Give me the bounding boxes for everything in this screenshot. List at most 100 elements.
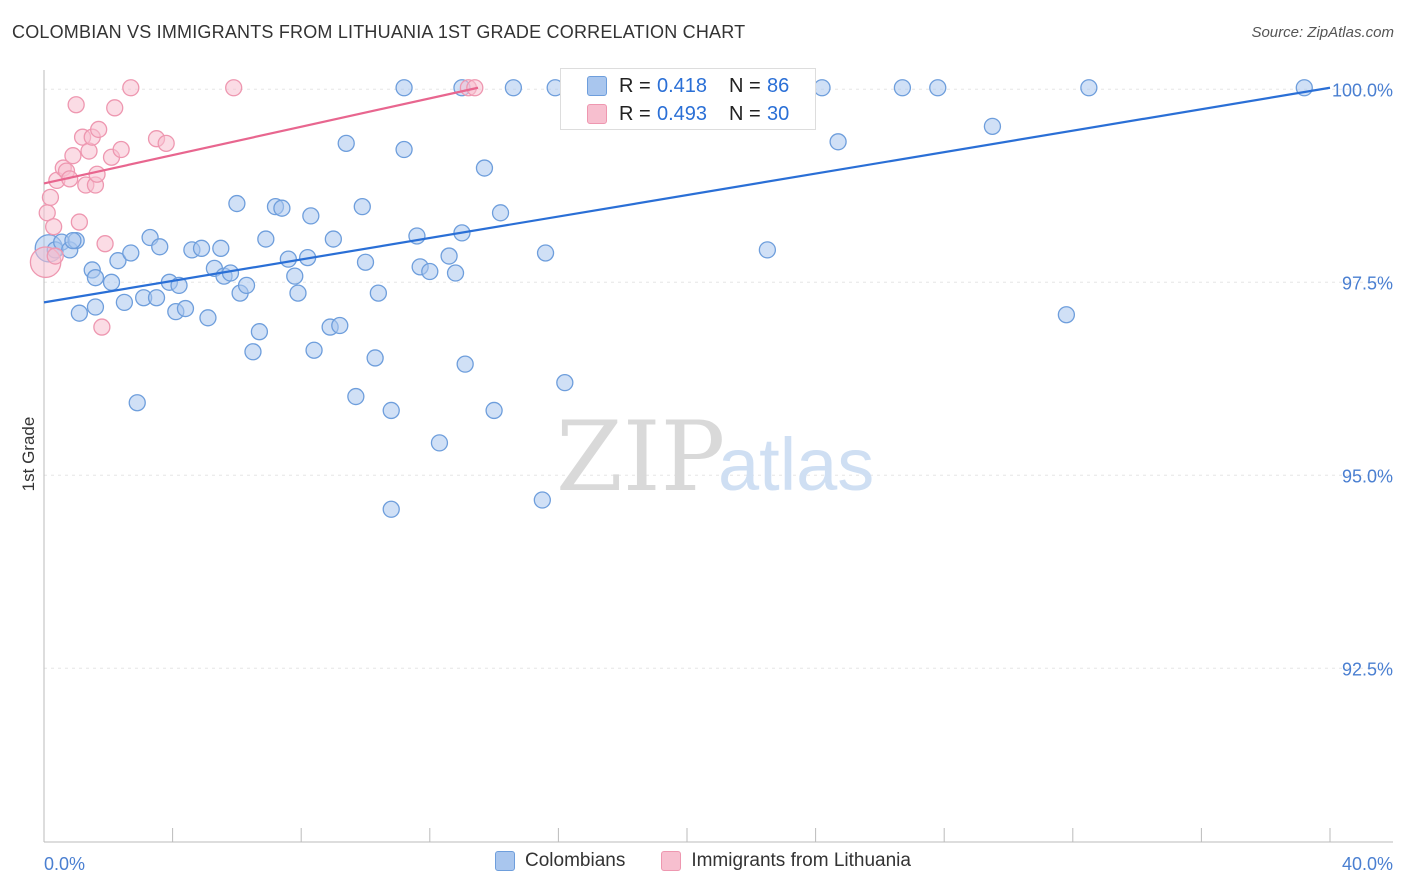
data-point	[176, 299, 195, 318]
stats-r-value: 0.493	[657, 102, 708, 125]
stats-r-label: R =	[619, 74, 651, 97]
data-point	[96, 235, 114, 253]
data-point	[157, 134, 175, 152]
data-point	[382, 401, 400, 420]
data-point	[504, 79, 523, 97]
watermark-atlas: atlas	[718, 423, 874, 506]
data-point	[395, 140, 413, 159]
trend-line-lithuania	[43, 86, 479, 185]
x-tick-label: 40.0%	[1342, 854, 1393, 874]
data-point	[86, 298, 105, 316]
data-point	[46, 247, 64, 265]
chart-title: COLOMBIAN VS IMMIGRANTS FROM LITHUANIA 1…	[12, 22, 746, 42]
data-point	[893, 79, 912, 97]
y-tick-label: 92.5%	[1342, 659, 1393, 679]
legend-label: Colombians	[525, 850, 626, 871]
trend-lines	[43, 86, 1331, 304]
data-point	[430, 434, 449, 452]
data-point	[41, 188, 60, 207]
lithuania-points	[29, 79, 484, 336]
data-point	[485, 401, 503, 420]
legend-swatch-blue	[495, 851, 515, 871]
legend-label: Immigrants from Lithuania	[691, 850, 911, 871]
data-point	[257, 230, 275, 248]
data-point	[86, 269, 105, 287]
data-point	[536, 244, 555, 262]
data-point	[446, 264, 465, 282]
data-point	[102, 273, 121, 291]
data-point	[70, 304, 89, 322]
y-tick-label: 95.0%	[1342, 466, 1393, 486]
source-label: Source: ZipAtlas.com	[1251, 24, 1394, 41]
data-point	[90, 120, 108, 139]
stats-n-label: N =	[729, 74, 761, 97]
data-point	[128, 394, 146, 412]
data-point	[983, 117, 1002, 136]
data-point	[286, 267, 304, 285]
colombians-points	[34, 79, 1313, 518]
data-point	[421, 262, 439, 281]
data-point	[369, 284, 388, 302]
data-point	[93, 318, 111, 336]
data-point	[279, 250, 297, 268]
stats-swatch-pink	[587, 104, 607, 124]
stats-n-label: N =	[729, 102, 761, 125]
data-point	[106, 99, 124, 117]
data-point	[212, 239, 230, 257]
data-point	[109, 252, 127, 270]
data-point	[305, 341, 323, 359]
data-point	[1057, 306, 1076, 324]
y-tick-label: 100.0%	[1332, 80, 1393, 100]
data-point	[533, 491, 551, 509]
data-point	[237, 276, 256, 295]
data-point	[228, 194, 246, 213]
data-point	[122, 244, 140, 262]
data-point	[70, 213, 89, 231]
gridlines	[44, 88, 1393, 669]
data-point	[491, 204, 510, 222]
data-point	[225, 79, 243, 97]
data-point	[122, 79, 140, 97]
y-axis-label: 1st Grade	[19, 417, 38, 492]
data-point	[456, 355, 474, 373]
data-point	[199, 309, 217, 327]
data-point	[337, 134, 355, 152]
data-point	[88, 165, 106, 183]
data-point	[250, 323, 269, 341]
data-point	[115, 293, 134, 312]
legend: Colombians Immigrants from Lithuania	[0, 850, 1406, 872]
data-point	[44, 218, 63, 236]
data-point	[302, 207, 320, 225]
data-point	[273, 199, 291, 217]
data-point	[1080, 79, 1098, 97]
stats-r-label: R =	[619, 102, 651, 125]
data-point	[356, 253, 375, 271]
legend-item-colombians: Colombians	[495, 850, 625, 872]
data-point	[813, 79, 831, 97]
data-point	[475, 159, 494, 177]
data-point	[67, 96, 85, 114]
data-point	[192, 239, 211, 257]
stats-r-value: 0.418	[657, 74, 708, 97]
data-point	[353, 197, 371, 216]
legend-item-lithuania: Immigrants from Lithuania	[661, 850, 911, 872]
data-point	[331, 316, 349, 335]
legend-swatch-pink	[661, 851, 682, 871]
data-point	[347, 387, 365, 406]
data-point	[395, 79, 413, 97]
data-point	[112, 140, 130, 159]
stats-n-value: 30	[767, 102, 790, 125]
data-point	[366, 349, 384, 367]
watermark-zip: ZIP	[556, 401, 725, 513]
data-point	[147, 289, 166, 307]
stats-swatch-blue	[587, 76, 607, 96]
data-point	[151, 238, 169, 256]
data-point	[829, 133, 847, 151]
y-tick-label: 97.5%	[1342, 273, 1393, 293]
trend-line-colombians	[43, 86, 1331, 304]
data-point	[244, 343, 262, 361]
stats-box: R = 0.418 N = 86 R = 0.493 N = 30	[560, 68, 816, 130]
data-point	[440, 247, 458, 265]
tick-labels: 100.0% 97.5% 95.0% 92.5% 0.0% 40.0%	[44, 80, 1393, 874]
